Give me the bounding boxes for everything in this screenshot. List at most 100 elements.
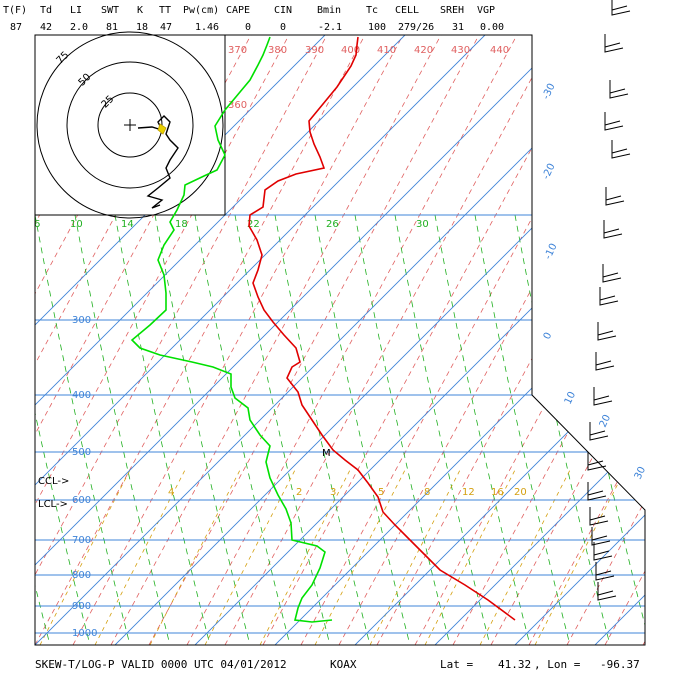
wind-barb-icon [602,264,622,283]
isotherm-label: 0 [542,331,555,341]
isobar-label: 1000 [72,628,97,639]
isotherm-line [194,35,645,645]
hodograph-center-icon [124,119,136,131]
mixing-ratio-line [204,469,296,645]
moist-adiabat-line [474,214,571,645]
mixing-ratio-label: 16 [491,487,504,498]
wind-barb-icon [587,482,607,501]
wind-barb-icon [595,352,615,371]
hdr-value-swt: 81 [106,22,118,33]
dewpoint-trace [130,36,333,623]
ccl-marker: CCL-> [38,476,69,487]
mixing-ratio-line [479,469,571,645]
mixing-ratio-line [369,469,461,645]
dry-adiabat-label: 380 [268,45,287,56]
isotherm-label: 30 [633,465,648,481]
moist-adiabat-line [514,214,611,645]
mixing-ratio-label: 3 [330,487,336,498]
moist-adiabat-line [314,214,411,645]
wind-barb-icon [597,322,617,341]
hdr-value-cell: 279/26 [398,22,434,33]
footer-lat-value: 41.32 [498,658,531,671]
hdr-label-pw: Pw(cm) [183,5,219,16]
mixing-ratio-line [149,469,241,645]
hdr-value-pw: 1.46 [195,22,219,33]
wind-barb-icon [591,527,611,546]
isotherm-line [434,35,645,645]
moist-adiabat-line [154,214,251,645]
wind-barb-icon [589,422,609,441]
hodograph-ring-50 [66,61,194,189]
mixing-ratio-line [94,469,186,645]
dry-adiabat-line [262,35,594,645]
moist-adiabat-label: 10 [70,219,83,230]
isotherm-line [354,35,645,645]
dry-adiabat-label: 370 [228,45,247,56]
header-row: T(F) Td LI SWT K TT Pw(cm) CAPE CIN Bmin… [3,5,504,33]
isotherm-label: 10 [563,390,578,406]
hdr-label-cape: CAPE [226,5,250,16]
isotherm-line [514,35,645,645]
moist-adiabat-line [274,214,371,645]
wind-barb-icon [603,220,623,239]
footer-title: SKEW-T/LOG-P VALID 0000 UTC 04/01/2012 [35,658,287,671]
hdr-label-tf: T(F) [3,5,27,16]
moist-adiabat-line [74,214,171,645]
isotherm-label: -30 [541,82,558,101]
hdr-label-vgp: VGP [477,5,495,16]
hodograph-ring-75 [36,31,224,219]
hdr-label-li: LI [70,5,82,16]
hdr-label-cin: CIN [274,5,292,16]
temperature-trace [248,36,516,621]
dry-adiabat-label: 360 [228,100,247,111]
isotherm-line [35,35,406,645]
isobar-label: 300 [72,315,91,326]
dry-adiabat-line [148,35,480,645]
dry-adiabat-line [110,35,442,645]
mixing-ratio-label: 20 [514,487,527,498]
hodograph: 25 50 75 [34,31,226,219]
dry-adiabat-line [490,35,645,645]
wind-barb-icon [597,582,617,601]
mixing-ratio-label: 5 [378,487,384,498]
hdr-value-k: 18 [136,22,148,33]
hdr-value-cin: 0 [280,22,286,33]
dry-adiabat-line [300,35,632,645]
wind-barb-icon [605,187,625,206]
hdr-label-sreh: SREH [440,5,464,16]
dry-adiabat-label: 390 [305,45,324,56]
hdr-value-li: 2.0 [70,22,88,33]
dry-adiabat-label: 430 [451,45,470,56]
line-labels: 300 400 500 600 700 800 900 1000 -30 -20 -10 0 10 20 3… [34,45,648,639]
hdr-value-vgp: 0.00 [480,22,504,33]
moist-adiabat-label: 6 [34,219,40,230]
moist-adiabat-label: 22 [247,219,260,230]
footer-lat-label: Lat = [440,658,473,671]
dry-adiabat-label: 420 [414,45,433,56]
isotherm-label: -20 [541,162,558,181]
lcl-marker: LCL-> [38,499,68,510]
wind-barb-icon [589,507,609,526]
footer-lon-label: , Lon = [534,658,581,671]
dry-adiabat-label: 440 [490,45,509,56]
hodograph-trace [137,115,179,209]
isobar-label: 400 [72,390,91,401]
moist-adiabat-line [434,214,531,645]
dry-adiabat-line [224,35,556,645]
moist-adiabat-label: 14 [121,219,134,230]
m-marker: M [322,448,331,459]
moist-adiabat-line [354,214,451,645]
mixing-ratio-line [534,469,626,645]
wind-barb-icon [611,140,631,159]
isobar-label: 800 [72,570,91,581]
hdr-label-tt: TT [159,5,171,16]
hdr-value-sreh: 31 [452,22,464,33]
mixing-ratio-line [424,469,516,645]
dry-adiabat-label: 400 [341,45,360,56]
moist-adiabat-label: 26 [326,219,339,230]
isotherm-label: -10 [543,242,560,261]
isobar-label: 600 [72,495,91,506]
dry-adiabat-line [642,35,645,645]
mixing-ratio-label: 12 [462,487,475,498]
